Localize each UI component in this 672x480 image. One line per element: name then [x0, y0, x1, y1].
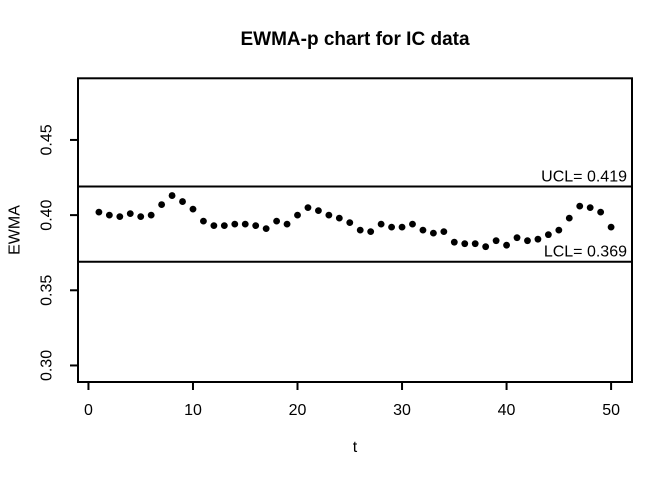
data-point: [116, 213, 124, 221]
y-tick-label: 0.40: [39, 199, 56, 230]
data-point: [220, 222, 228, 230]
x-tick-label: 50: [602, 402, 620, 419]
data-point: [503, 241, 510, 249]
data-point: [471, 240, 479, 248]
data-point: [576, 202, 584, 210]
y-axis-ticks: 0.30 0.35 0.40 0.45: [39, 124, 78, 381]
data-point: [200, 217, 207, 225]
data-point: [147, 211, 155, 219]
data-point: [461, 240, 469, 248]
data-point: [105, 211, 113, 219]
data-point: [335, 214, 343, 222]
plot-box: [77, 77, 633, 384]
data-point: [607, 223, 615, 231]
x-tick-label: 10: [184, 402, 202, 419]
data-point: [534, 235, 542, 243]
x-axis-label: t: [353, 439, 358, 456]
data-point: [367, 228, 375, 236]
data-point: [346, 219, 354, 227]
data-point: [597, 208, 605, 216]
data-point: [429, 229, 437, 237]
data-point: [168, 192, 176, 199]
data-point: [304, 204, 312, 211]
y-axis-label: EWMA: [7, 205, 24, 255]
x-tick-label: 30: [393, 402, 411, 419]
ucl-label: UCL= 0.419: [541, 169, 627, 186]
data-point: [409, 220, 416, 228]
data-point: [315, 207, 322, 215]
x-tick-label: 40: [498, 402, 516, 419]
data-point: [252, 222, 260, 230]
data-point: [273, 217, 281, 225]
x-tick-label: 0: [84, 402, 93, 419]
data-point: [482, 243, 490, 251]
data-point: [513, 234, 521, 242]
data-point: [137, 213, 145, 221]
x-tick-label: 20: [289, 402, 307, 419]
y-tick-label: 0.30: [39, 350, 56, 381]
data-point: [398, 223, 406, 231]
data-point: [179, 198, 186, 205]
data-point: [492, 237, 500, 245]
data-point: [388, 223, 395, 231]
data-point: [241, 220, 249, 228]
data-point: [440, 228, 448, 236]
data-point: [524, 237, 531, 245]
data-point: [565, 214, 573, 222]
data-point: [231, 220, 239, 228]
x-axis-ticks: 0 10 20 30 40 50: [84, 382, 620, 419]
data-point: [586, 204, 594, 211]
data-point: [450, 238, 458, 246]
data-point: [294, 211, 301, 219]
data-point: [95, 208, 103, 216]
y-tick-label: 0.35: [39, 275, 56, 306]
data-point: [158, 201, 166, 208]
lcl-label: LCL= 0.369: [544, 244, 627, 261]
data-point: [283, 220, 291, 228]
data-point: [210, 222, 218, 230]
data-point: [325, 211, 333, 219]
y-tick-label: 0.45: [39, 124, 56, 155]
data-point: [419, 226, 427, 234]
data-point: [189, 205, 197, 213]
data-points: [95, 192, 615, 251]
data-point: [126, 210, 134, 218]
data-point: [544, 231, 552, 239]
data-point: [356, 226, 364, 234]
data-point: [555, 226, 563, 234]
data-point: [262, 225, 270, 233]
chart-title: EWMA-p chart for IC data: [240, 29, 469, 50]
data-point: [377, 220, 385, 228]
